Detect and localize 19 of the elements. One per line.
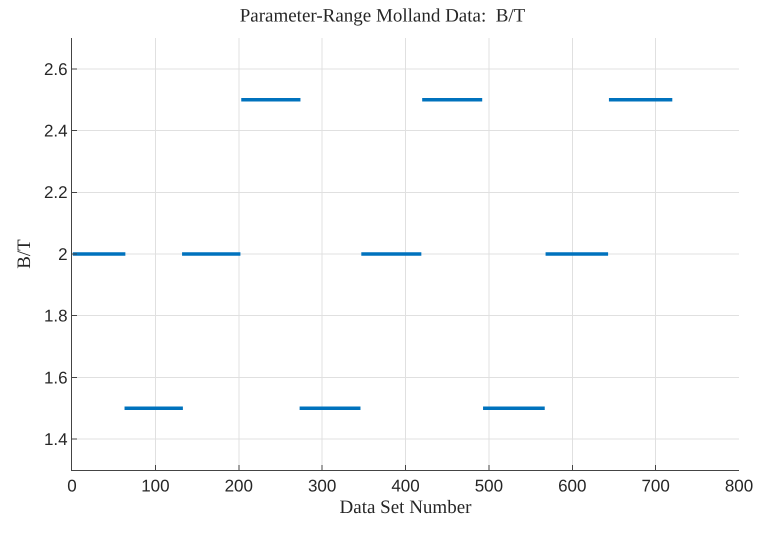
- x-tick-label: 100: [141, 476, 170, 496]
- y-tick-label: 1.8: [44, 306, 68, 326]
- y-tick-label: 1.6: [44, 368, 68, 388]
- x-tick-label: 0: [67, 476, 77, 496]
- y-axis-title: B/T: [14, 238, 35, 269]
- y-tick-label: 2.6: [44, 60, 68, 79]
- x-tick-label: 700: [641, 476, 670, 496]
- chart-title: Parameter-Range Molland Data: B/T: [240, 5, 526, 26]
- y-tick-label: 1.4: [44, 430, 68, 450]
- x-tick-label: 500: [474, 476, 504, 496]
- y-tick-label: 2.2: [44, 183, 68, 202]
- x-tick-label: 600: [558, 476, 586, 496]
- x-tick-label: 400: [391, 476, 420, 496]
- x-tick-label: 300: [308, 476, 336, 496]
- y-tick-label: 2: [58, 244, 68, 264]
- x-tick-label: 800: [724, 476, 754, 496]
- x-tick-label: 200: [224, 476, 253, 496]
- x-axis-title: Data Set Number: [340, 497, 472, 518]
- y-tick-label: 2.4: [44, 122, 68, 141]
